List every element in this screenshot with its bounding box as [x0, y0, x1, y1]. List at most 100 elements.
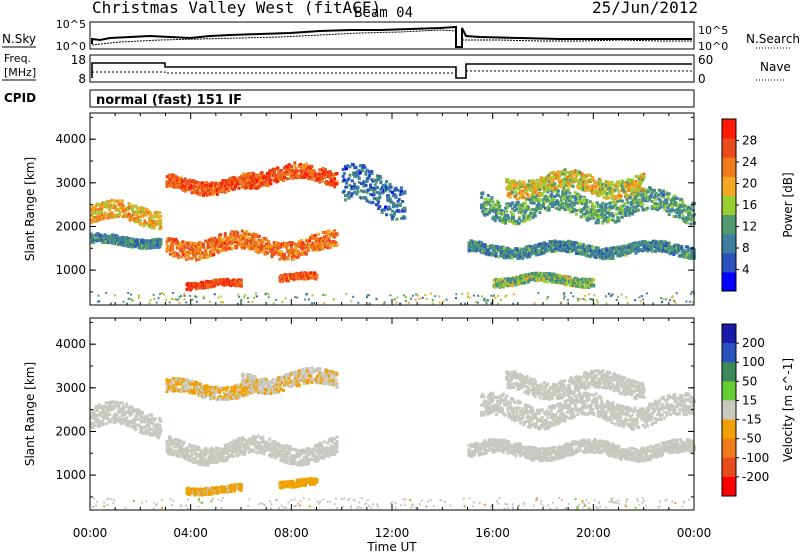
- echo-cell: [212, 253, 216, 256]
- echo-cell: [326, 246, 330, 250]
- echo-cell: [668, 252, 672, 256]
- echo-cell: [581, 212, 585, 216]
- echo-cell: [583, 197, 586, 200]
- chart-title: Christmas Valley West (fitACF): [92, 0, 381, 17]
- echo-cell: [605, 249, 609, 253]
- echo-cell: [216, 282, 220, 286]
- echo-cell: [315, 275, 319, 279]
- echo-cell: [568, 199, 572, 203]
- echo-cell: [600, 192, 604, 196]
- echo-cell: [150, 216, 154, 220]
- echo-cell: [231, 186, 235, 189]
- echo-cell: [612, 204, 616, 208]
- echo-cell: [245, 230, 249, 234]
- echo-cell: [368, 174, 371, 178]
- echo-cell: [261, 247, 265, 250]
- echo-cell: [362, 180, 366, 184]
- echo-cell: [226, 185, 230, 189]
- echo-cell: [143, 221, 147, 225]
- echo-cell: [244, 238, 248, 241]
- echo-cell: [144, 213, 148, 217]
- echo-cell: [197, 182, 201, 186]
- echo-cell: [388, 182, 392, 186]
- echo-cell: [309, 166, 313, 170]
- freq-label-1: Freq.: [4, 52, 31, 65]
- echo-cell: [301, 250, 305, 253]
- echo-cell: [684, 216, 688, 220]
- echo-cell: [344, 194, 347, 198]
- echo-cell: [308, 242, 312, 246]
- echo-feature: [165, 171, 256, 197]
- echo-cell: [547, 244, 551, 248]
- echo-cell: [148, 210, 151, 214]
- echo-cell: [568, 247, 572, 251]
- echo-cell: [387, 187, 391, 191]
- echo-cell: [601, 201, 605, 205]
- echo-cell: [168, 178, 172, 182]
- echo-cell: [564, 178, 568, 182]
- echo-cell: [562, 179, 566, 183]
- echo-cell: [538, 184, 542, 188]
- echo-cell: [599, 180, 603, 184]
- echo-cell: [318, 239, 322, 243]
- echo-cell: [113, 215, 117, 219]
- echo-cell: [268, 172, 272, 176]
- echo-cell: [522, 215, 526, 218]
- echo-cell: [311, 248, 315, 252]
- echo-cell: [559, 200, 562, 204]
- echo-cell: [344, 198, 347, 202]
- echo-cell: [689, 222, 693, 226]
- echo-cell: [150, 240, 154, 244]
- echo-cell: [501, 280, 505, 284]
- echo-cell: [593, 205, 597, 209]
- echo-cell: [576, 184, 580, 188]
- echo-cell: [588, 255, 592, 259]
- echo-cell: [544, 200, 548, 204]
- echo-cell: [572, 207, 576, 211]
- echo-cell: [126, 214, 130, 218]
- echo-cell: [119, 241, 123, 245]
- echo-cell: [662, 243, 665, 246]
- echo-cell: [570, 240, 574, 244]
- echo-cell: [667, 192, 671, 196]
- echo-cell: [497, 201, 501, 205]
- echo-cell: [327, 236, 331, 240]
- echo-cell: [345, 185, 349, 189]
- echo-cell: [275, 241, 278, 245]
- echo-cell: [498, 219, 502, 222]
- echo-cell: [310, 234, 314, 237]
- echo-cell: [283, 175, 287, 179]
- echo-cell: [644, 192, 648, 196]
- echo-cell: [616, 186, 620, 190]
- echo-cell: [171, 248, 175, 252]
- echo-cell: [349, 187, 353, 191]
- echo-cell: [571, 176, 575, 180]
- echo-cell: [138, 222, 142, 226]
- echo-cell: [655, 240, 659, 244]
- echo-cell: [234, 240, 237, 244]
- echo-cell: [182, 186, 186, 190]
- echo-cell: [215, 238, 219, 242]
- echo-cell: [108, 212, 112, 216]
- echo-cell: [195, 258, 199, 262]
- echo-cell: [504, 221, 508, 225]
- echo-cell: [286, 166, 290, 170]
- echo-cell: [181, 240, 185, 244]
- echo-cell: [302, 242, 306, 246]
- echo-cell: [577, 199, 581, 203]
- echo-feature: [278, 271, 319, 284]
- echo-cell: [554, 186, 558, 190]
- echo-cell: [316, 248, 320, 252]
- echo-cell: [100, 207, 104, 211]
- echo-cell: [603, 213, 607, 217]
- echo-cell: [159, 225, 163, 229]
- echo-cell: [596, 209, 600, 212]
- echo-cell: [120, 199, 124, 203]
- echo-cell: [304, 243, 308, 247]
- echo-cell: [541, 205, 545, 209]
- echo-cell: [363, 189, 367, 193]
- echo-cell: [284, 242, 288, 246]
- echo-cell: [523, 202, 527, 206]
- echo-cell: [532, 188, 536, 192]
- echo-cell: [637, 177, 641, 181]
